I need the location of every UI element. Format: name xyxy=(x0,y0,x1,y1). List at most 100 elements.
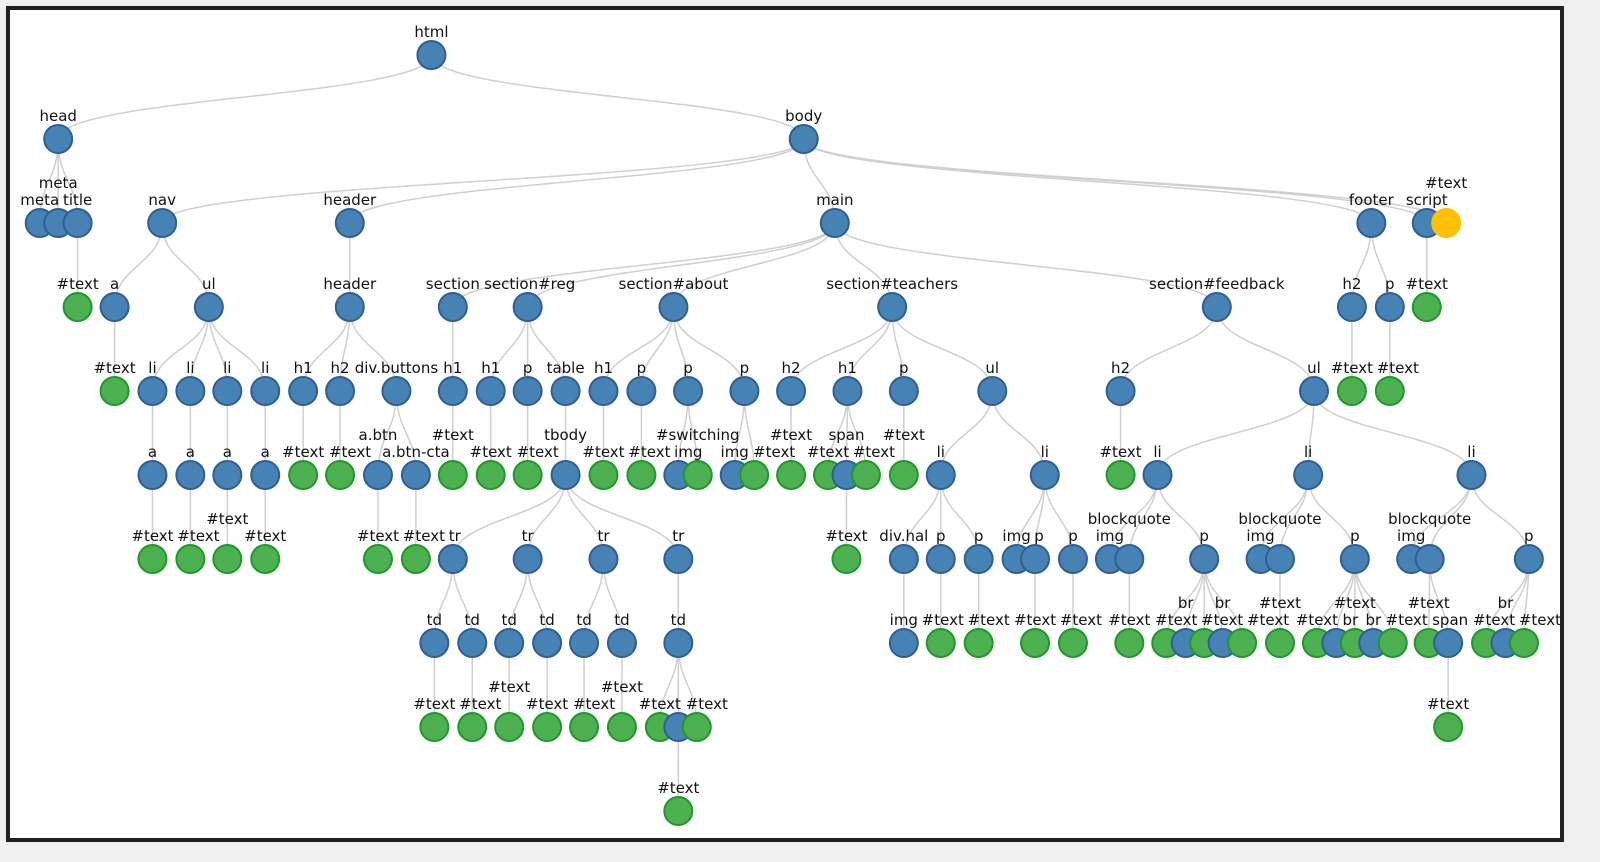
element-node[interactable] xyxy=(963,544,994,574)
element-node[interactable] xyxy=(1336,292,1367,322)
element-node[interactable] xyxy=(776,376,807,406)
element-node[interactable] xyxy=(888,544,919,574)
element-node[interactable] xyxy=(550,460,581,490)
text-node[interactable] xyxy=(325,460,356,490)
element-node[interactable] xyxy=(1433,628,1464,658)
element-node[interactable] xyxy=(663,628,694,658)
element-node[interactable] xyxy=(400,460,431,490)
text-node[interactable] xyxy=(250,544,281,574)
element-node[interactable] xyxy=(606,628,637,658)
text-node[interactable] xyxy=(62,292,93,322)
element-node[interactable] xyxy=(1374,292,1405,322)
text-node[interactable] xyxy=(1227,628,1258,658)
text-node[interactable] xyxy=(663,796,694,826)
element-node[interactable] xyxy=(888,628,919,658)
text-node[interactable] xyxy=(626,460,657,490)
element-node[interactable] xyxy=(977,376,1008,406)
element-node[interactable] xyxy=(1293,460,1324,490)
element-node[interactable] xyxy=(925,460,956,490)
element-node[interactable] xyxy=(334,208,365,238)
element-node[interactable] xyxy=(419,628,450,658)
text-node[interactable] xyxy=(1508,628,1539,658)
element-node[interactable] xyxy=(1414,544,1445,574)
text-node[interactable] xyxy=(1377,628,1408,658)
text-node[interactable] xyxy=(1374,376,1405,406)
element-node[interactable] xyxy=(334,292,365,322)
element-node[interactable] xyxy=(788,124,819,154)
text-node[interactable] xyxy=(137,544,168,574)
text-node[interactable] xyxy=(512,460,543,490)
element-node[interactable] xyxy=(175,376,206,406)
text-node[interactable] xyxy=(850,460,881,490)
text-node[interactable] xyxy=(739,460,770,490)
element-node[interactable] xyxy=(137,376,168,406)
element-node[interactable] xyxy=(193,292,224,322)
element-node[interactable] xyxy=(288,376,319,406)
text-node[interactable] xyxy=(212,544,243,574)
element-node[interactable] xyxy=(457,628,488,658)
element-node[interactable] xyxy=(1201,292,1232,322)
element-node[interactable] xyxy=(512,544,543,574)
element-node[interactable] xyxy=(658,292,689,322)
element-node[interactable] xyxy=(494,628,525,658)
text-node[interactable] xyxy=(175,544,206,574)
element-node[interactable] xyxy=(175,460,206,490)
text-node[interactable] xyxy=(419,712,450,742)
element-node[interactable] xyxy=(212,376,243,406)
element-node[interactable] xyxy=(663,544,694,574)
element-node[interactable] xyxy=(1057,544,1088,574)
text-node[interactable] xyxy=(606,712,637,742)
text-node[interactable] xyxy=(532,712,563,742)
element-node[interactable] xyxy=(1356,208,1387,238)
text-node[interactable] xyxy=(437,460,468,490)
text-node[interactable] xyxy=(888,460,919,490)
element-node[interactable] xyxy=(888,376,919,406)
text-node[interactable] xyxy=(457,712,488,742)
element-node[interactable] xyxy=(250,376,281,406)
text-node[interactable] xyxy=(963,628,994,658)
text-node[interactable] xyxy=(681,712,712,742)
text-node[interactable] xyxy=(1105,460,1136,490)
element-node[interactable] xyxy=(1105,376,1136,406)
element-node[interactable] xyxy=(437,376,468,406)
element-node[interactable] xyxy=(250,460,281,490)
element-node[interactable] xyxy=(381,376,412,406)
element-node[interactable] xyxy=(137,460,168,490)
element-node[interactable] xyxy=(729,376,760,406)
element-node[interactable] xyxy=(62,208,93,238)
element-node[interactable] xyxy=(512,376,543,406)
text-node[interactable] xyxy=(569,712,600,742)
element-node[interactable] xyxy=(1114,544,1145,574)
element-node[interactable] xyxy=(1513,544,1544,574)
element-node[interactable] xyxy=(832,376,863,406)
element-node[interactable] xyxy=(437,544,468,574)
text-node[interactable] xyxy=(362,544,393,574)
text-node[interactable] xyxy=(776,460,807,490)
element-node[interactable] xyxy=(532,628,563,658)
element-node[interactable] xyxy=(925,544,956,574)
element-node[interactable] xyxy=(99,292,130,322)
text-node[interactable] xyxy=(1114,628,1145,658)
text-node[interactable] xyxy=(682,460,713,490)
element-node[interactable] xyxy=(512,292,543,322)
element-node[interactable] xyxy=(362,460,393,490)
element-node[interactable] xyxy=(1142,460,1173,490)
text-node[interactable] xyxy=(588,460,619,490)
text-node[interactable] xyxy=(1433,712,1464,742)
text-node[interactable] xyxy=(288,460,319,490)
element-node[interactable] xyxy=(588,544,619,574)
text-node[interactable] xyxy=(831,544,862,574)
element-node[interactable] xyxy=(1339,544,1370,574)
element-node[interactable] xyxy=(626,376,657,406)
element-node[interactable] xyxy=(550,376,581,406)
element-node[interactable] xyxy=(588,376,619,406)
element-node[interactable] xyxy=(475,376,506,406)
element-node[interactable] xyxy=(147,208,178,238)
text-node[interactable] xyxy=(494,712,525,742)
text-node[interactable] xyxy=(1411,292,1442,322)
text-node[interactable] xyxy=(1020,628,1051,658)
element-node[interactable] xyxy=(673,376,704,406)
element-node[interactable] xyxy=(325,376,356,406)
element-node[interactable] xyxy=(212,460,243,490)
element-node[interactable] xyxy=(877,292,908,322)
